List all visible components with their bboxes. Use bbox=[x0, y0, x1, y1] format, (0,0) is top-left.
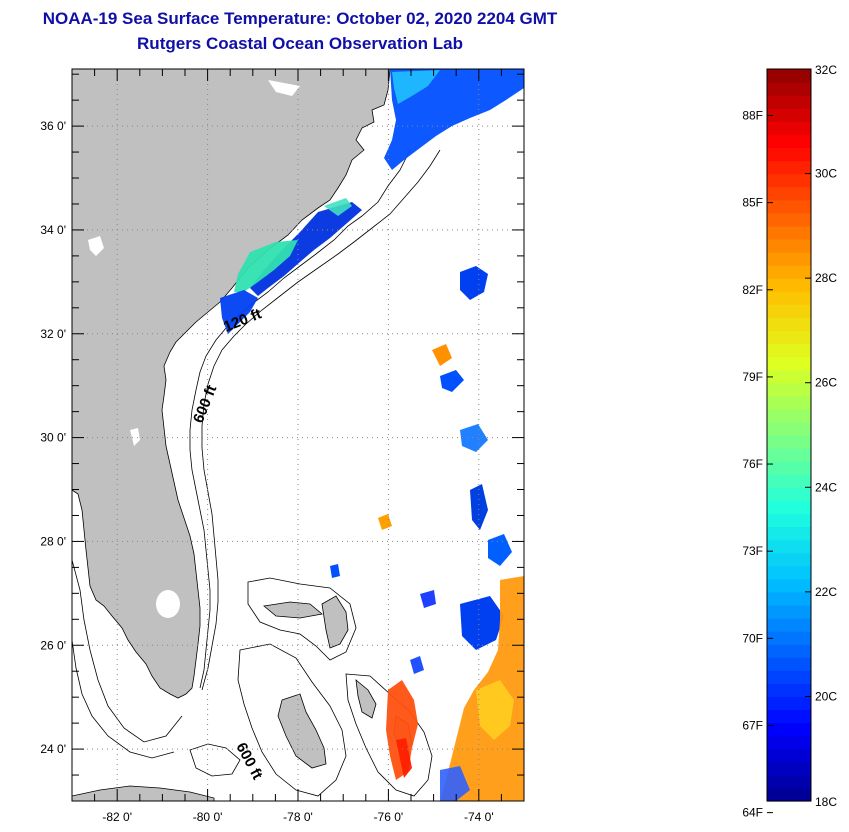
colorbar-segment bbox=[767, 239, 811, 253]
lat-tick-label: 30 0' bbox=[40, 431, 66, 445]
colorbar-segment bbox=[767, 213, 811, 227]
lat-tick-label: 32 0' bbox=[40, 327, 66, 341]
colorbar-segment bbox=[767, 749, 811, 763]
lon-tick-label: -80 0' bbox=[193, 810, 223, 824]
lon-tick-label: -74 0' bbox=[464, 810, 494, 824]
colorbar-segment bbox=[767, 121, 811, 135]
colorbar-segment bbox=[767, 487, 811, 501]
celsius-tick-label: 30C bbox=[815, 167, 837, 181]
celsius-tick-label: 24C bbox=[815, 480, 837, 494]
colorbar-segment bbox=[767, 683, 811, 697]
celsius-tick-label: 18C bbox=[815, 795, 837, 809]
colorbar-segment bbox=[767, 670, 811, 684]
colorbar-segment bbox=[767, 174, 811, 188]
fahrenheit-tick-label: 64F bbox=[742, 806, 763, 820]
colorbar-segment bbox=[767, 252, 811, 266]
colorbar-segment bbox=[767, 579, 811, 593]
colorbar-segment bbox=[767, 435, 811, 449]
celsius-tick-label: 32C bbox=[815, 63, 837, 77]
colorbar-segment bbox=[767, 200, 811, 214]
colorbar-segment bbox=[767, 409, 811, 423]
lat-tick-label: 34 0' bbox=[40, 223, 66, 237]
colorbar-segment bbox=[767, 696, 811, 710]
colorbar-segment bbox=[767, 788, 811, 802]
colorbar-segment bbox=[767, 657, 811, 671]
colorbar-segment bbox=[767, 553, 811, 567]
lake-okeechobee bbox=[156, 590, 180, 618]
fahrenheit-tick-label: 67F bbox=[742, 718, 763, 732]
colorbar-segment bbox=[767, 527, 811, 541]
colorbar-segment bbox=[767, 108, 811, 122]
colorbar-segment bbox=[767, 95, 811, 109]
colorbar-segment bbox=[767, 147, 811, 161]
fahrenheit-tick-label: 88F bbox=[742, 108, 763, 122]
colorbar-segment bbox=[767, 226, 811, 240]
celsius-tick-label: 22C bbox=[815, 585, 837, 599]
colorbar-segment bbox=[767, 723, 811, 737]
colorbar-segment bbox=[767, 618, 811, 632]
lon-tick-label: -82 0' bbox=[102, 810, 132, 824]
colorbar-segment bbox=[767, 513, 811, 527]
colorbar-segment bbox=[767, 82, 811, 96]
fahrenheit-tick-label: 70F bbox=[742, 631, 763, 645]
lat-tick-label: 28 0' bbox=[40, 534, 66, 548]
colorbar-segment bbox=[767, 775, 811, 789]
sst-colorbar: 32C 30C 28C 26C 24C 22C 20C 18C 88F 85F 82F 79F 76F 7… bbox=[742, 63, 837, 820]
colorbar-segment bbox=[767, 644, 811, 658]
fahrenheit-tick-label: 85F bbox=[742, 196, 763, 210]
colorbar-segment bbox=[767, 383, 811, 397]
colorbar-segment bbox=[767, 710, 811, 724]
colorbar-segment bbox=[767, 631, 811, 645]
fahrenheit-tick-label: 73F bbox=[742, 544, 763, 558]
colorbar-segment bbox=[767, 474, 811, 488]
colorbar-segment bbox=[767, 304, 811, 318]
colorbar-segment bbox=[767, 330, 811, 344]
colorbar-segment bbox=[767, 370, 811, 384]
colorbar-segment bbox=[767, 278, 811, 292]
celsius-tick-label: 26C bbox=[815, 376, 837, 390]
colorbar-segment bbox=[767, 500, 811, 514]
lon-tick-label: -76 0' bbox=[374, 810, 404, 824]
colorbar-segment bbox=[767, 291, 811, 305]
map-area: 120 ft 600 ft 600 ft bbox=[72, 69, 524, 801]
colorbar-segment bbox=[767, 461, 811, 475]
colorbar-segment bbox=[767, 448, 811, 462]
colorbar-segment bbox=[767, 422, 811, 436]
colorbar-segment bbox=[767, 187, 811, 201]
colorbar-segment bbox=[767, 736, 811, 750]
colorbar-segment bbox=[767, 265, 811, 279]
fahrenheit-tick-label: 79F bbox=[742, 370, 763, 384]
celsius-tick-label: 20C bbox=[815, 689, 837, 703]
colorbar-segment bbox=[767, 161, 811, 175]
colorbar-segment bbox=[767, 396, 811, 410]
colorbar-segment bbox=[767, 566, 811, 580]
colorbar-segment bbox=[767, 134, 811, 148]
lat-tick-label: 26 0' bbox=[40, 638, 66, 652]
fahrenheit-tick-label: 82F bbox=[742, 283, 763, 297]
lon-tick-label: -78 0' bbox=[283, 810, 313, 824]
lat-tick-label: 24 0' bbox=[40, 742, 66, 756]
colorbar-segment bbox=[767, 317, 811, 331]
colorbar-segment bbox=[767, 344, 811, 358]
lat-tick-label: 36 0' bbox=[40, 119, 66, 133]
colorbar-segment bbox=[767, 605, 811, 619]
celsius-tick-label: 28C bbox=[815, 271, 837, 285]
colorbar-segment bbox=[767, 357, 811, 371]
colorbar-segment bbox=[767, 762, 811, 776]
colorbar-segment bbox=[767, 592, 811, 606]
colorbar-segment bbox=[767, 540, 811, 554]
colorbar-segment bbox=[767, 69, 811, 83]
fahrenheit-tick-label: 76F bbox=[742, 457, 763, 471]
